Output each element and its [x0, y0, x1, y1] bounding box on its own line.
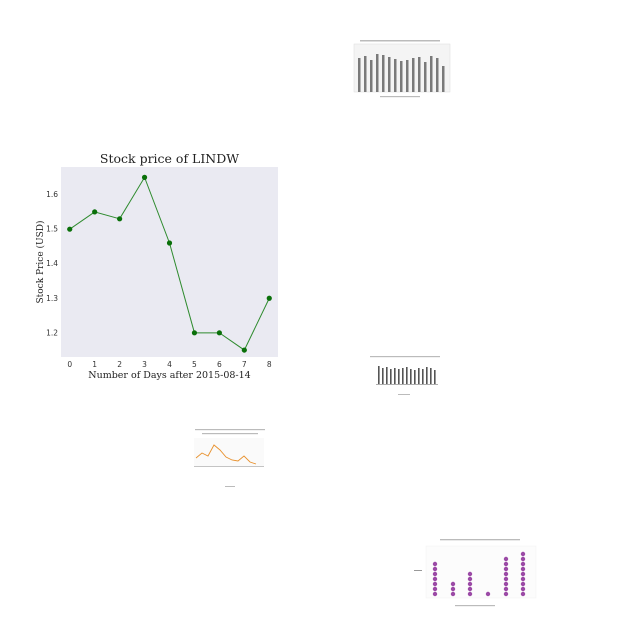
x-tick-label: 6 — [217, 360, 222, 369]
x-tick-label: 2 — [117, 360, 122, 369]
data-point — [117, 216, 123, 222]
data-point — [67, 226, 73, 232]
y-tick-label: 1.6 — [46, 190, 58, 199]
data-point — [191, 330, 198, 336]
data-point — [216, 330, 222, 336]
x-tick-label: 3 — [142, 360, 147, 369]
data-point — [92, 209, 98, 215]
x-axis-label: Number of Days after 2015-08-14 — [88, 370, 250, 381]
x-tick-label: 4 — [167, 360, 172, 369]
data-point — [266, 295, 272, 301]
y-tick-label: 1.4 — [46, 259, 58, 268]
y-tick-label: 1.2 — [46, 328, 58, 337]
thumbnail-line-chart — [194, 429, 265, 487]
data-point — [166, 240, 173, 246]
thumbnail-bar-chart-top — [353, 40, 451, 98]
y-axis-label: Stock Price (USD) — [35, 220, 46, 303]
chart-title: Stock price of LINDW — [100, 151, 239, 166]
y-tick-label: 1.3 — [46, 294, 58, 303]
x-tick-label: 8 — [267, 360, 272, 369]
x-tick-label: 0 — [67, 360, 72, 369]
x-tick-label: 1 — [92, 360, 97, 369]
x-tick-labels: 0 1 2 3 4 5 6 7 8 — [67, 360, 272, 369]
data-point — [241, 347, 247, 353]
price-series — [67, 174, 272, 353]
x-tick-label: 5 — [192, 360, 197, 369]
thumbnail-dot-plot — [414, 539, 537, 607]
plot-area — [61, 167, 278, 357]
thumbnail-bar-chart-middle — [370, 356, 440, 395]
y-tick-label: 1.5 — [46, 225, 58, 234]
data-point — [141, 174, 148, 180]
y-tick-labels: 1.2 1.3 1.4 1.5 1.6 — [46, 190, 58, 337]
x-tick-label: 7 — [242, 360, 247, 369]
